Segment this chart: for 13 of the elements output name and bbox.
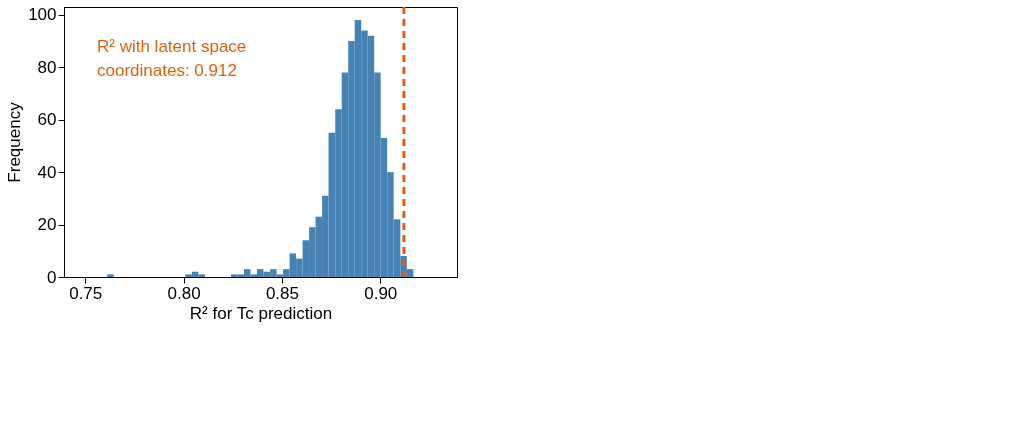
y-tick-label: 20 [37, 215, 57, 235]
x-axis-title: R² for Tc prediction [189, 303, 333, 323]
y-tick-label: 40 [37, 162, 57, 182]
y-tick-label: 60 [37, 110, 57, 130]
x-tick-label: 0.85 [265, 283, 299, 303]
x-tick-label: 0.75 [69, 283, 103, 303]
x-tick-label: 0.90 [364, 283, 398, 303]
x-tick-label: 0.80 [167, 283, 201, 303]
y-tick-label: 100 [28, 5, 57, 25]
ref-line-label: R² with latent space coordinates: 0.912 [97, 37, 247, 80]
y-tick-label: 0 [47, 267, 57, 287]
y-tick-label: 80 [37, 57, 57, 77]
y-axis-title: Frequency [5, 101, 25, 183]
